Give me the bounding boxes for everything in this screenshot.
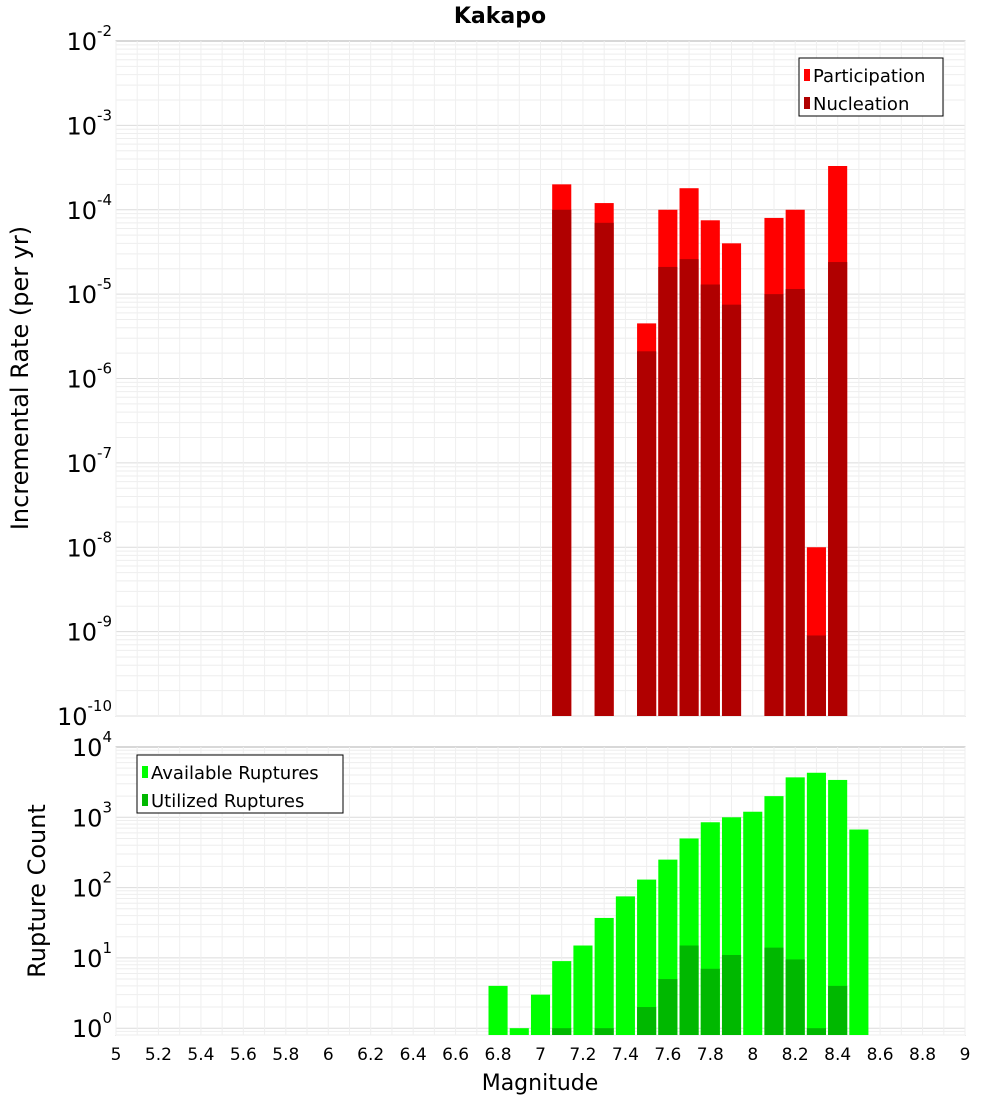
rate-y-tick-label: 10-3 <box>66 106 112 140</box>
x-tick-label: 8.4 <box>824 1045 851 1065</box>
bar-available-ruptures-8 <box>743 811 763 1035</box>
x-tick-label: 7 <box>535 1045 546 1065</box>
bar-nucleation-7.7 <box>679 259 699 716</box>
legend-swatch <box>804 69 810 81</box>
count-y-tick-label: 101 <box>72 939 112 973</box>
x-tick-label: 7.8 <box>697 1045 724 1065</box>
bar-nucleation-7.1 <box>552 209 572 716</box>
legend-entry: Utilized Ruptures <box>151 791 304 812</box>
bar-available-ruptures-7.2 <box>573 945 593 1035</box>
count-y-tick-label: 100 <box>72 1009 112 1043</box>
rate-y-tick-label: 10-10 <box>57 697 112 731</box>
count-legend: Available Ruptures Utilized Ruptures <box>136 754 344 814</box>
bar-nucleation-7.9 <box>721 304 742 716</box>
bar-available-ruptures-8.5 <box>849 829 869 1035</box>
legend-swatch <box>142 794 148 806</box>
x-axis-label: Magnitude <box>482 1071 599 1096</box>
legend-entry: Nucleation <box>813 94 909 115</box>
count-y-tick-label: 103 <box>72 798 112 832</box>
x-tick-label: 5.4 <box>187 1045 214 1065</box>
bar-available-ruptures-8.3 <box>806 772 826 1035</box>
legend-box <box>798 57 944 117</box>
bar-nucleation-7.5 <box>637 351 657 716</box>
rate-y-axis-label: Incremental Rate (per yr) <box>6 226 34 530</box>
legend-box <box>136 754 344 814</box>
count-plot-bars <box>488 772 869 1035</box>
x-tick-label: 8 <box>747 1045 758 1065</box>
rate-y-axis-ticks: 10-10 10-9 10-8 10-7 10-6 10-5 10-4 10-3 10-2 <box>57 22 112 731</box>
rate-y-tick-label: 10-4 <box>66 191 112 225</box>
x-tick-label: 6 <box>323 1045 334 1065</box>
bar-utilized-ruptures-7.7 <box>679 945 699 1035</box>
rate-plot-bars <box>552 166 848 717</box>
legend-swatch <box>804 97 810 109</box>
bar-available-ruptures-7.1 <box>552 961 572 1035</box>
count-y-axis-label: Rupture Count <box>23 804 51 978</box>
legend-entry: Participation <box>813 66 925 87</box>
rate-y-tick-label: 10-5 <box>66 275 112 309</box>
x-tick-label: 8.8 <box>909 1045 936 1065</box>
x-tick-label: 5.6 <box>230 1045 257 1065</box>
bar-utilized-ruptures-7.8 <box>700 968 720 1035</box>
bar-available-ruptures-7.5 <box>637 879 657 1035</box>
bar-nucleation-8.2 <box>785 289 805 716</box>
rate-legend: Participation Nucleation <box>798 57 944 117</box>
bar-available-ruptures-7.3 <box>594 917 614 1035</box>
bar-available-ruptures-8.4 <box>828 779 848 1035</box>
chart-title: Kakapo <box>454 4 546 29</box>
bar-available-ruptures-6.9 <box>509 1028 529 1035</box>
bar-utilized-ruptures-7.6 <box>658 979 678 1035</box>
rate-y-tick-label: 10-7 <box>66 444 112 478</box>
bar-nucleation-7.8 <box>700 284 720 716</box>
count-y-tick-label: 102 <box>72 869 112 903</box>
bar-nucleation-7.6 <box>658 266 678 716</box>
x-tick-label: 7.2 <box>569 1045 596 1065</box>
bar-available-ruptures-6.8 <box>488 985 508 1035</box>
x-tick-label: 9 <box>960 1045 971 1065</box>
x-tick-label: 7.6 <box>654 1045 681 1065</box>
legend-entry: Available Ruptures <box>151 763 319 784</box>
rate-y-tick-label: 10-9 <box>66 613 112 647</box>
x-tick-label: 5 <box>111 1045 122 1065</box>
bar-utilized-ruptures-7.9 <box>721 954 742 1035</box>
bar-nucleation-8.1 <box>764 294 784 716</box>
x-tick-label: 6.4 <box>400 1045 427 1065</box>
x-tick-label: 7.4 <box>612 1045 639 1065</box>
bar-available-ruptures-7 <box>530 994 551 1035</box>
count-y-axis-ticks: 100 101 102 103 104 <box>72 728 112 1043</box>
x-tick-label: 8.2 <box>782 1045 809 1065</box>
magnitude-x-axis-ticks: 5 5.2 5.4 5.6 5.8 6 6.2 6.4 6.6 6.8 7 7.2 7.4 7.6 7.8 8… <box>111 1045 971 1065</box>
rate-y-tick-label: 10-6 <box>66 360 112 394</box>
rate-y-tick-label: 10-8 <box>66 528 112 562</box>
bar-utilized-ruptures-7.3 <box>594 1028 614 1035</box>
bar-utilized-ruptures-8.4 <box>828 985 848 1035</box>
x-tick-label: 5.8 <box>272 1045 299 1065</box>
x-tick-label: 6.8 <box>485 1045 512 1065</box>
bar-utilized-ruptures-8.1 <box>764 947 784 1035</box>
x-tick-label: 6.2 <box>357 1045 384 1065</box>
bar-nucleation-7.3 <box>594 222 614 716</box>
count-y-tick-label: 104 <box>72 728 112 762</box>
bar-utilized-ruptures-7.1 <box>552 1028 572 1035</box>
x-tick-label: 6.6 <box>442 1045 469 1065</box>
bar-utilized-ruptures-8.3 <box>806 1028 826 1035</box>
rate-y-tick-label: 10-2 <box>66 22 112 56</box>
legend-swatch <box>142 766 148 778</box>
bar-nucleation-8.4 <box>828 262 848 716</box>
x-tick-label: 5.2 <box>145 1045 172 1065</box>
bar-utilized-ruptures-7.5 <box>637 1007 657 1035</box>
bar-available-ruptures-7.4 <box>615 896 635 1035</box>
bar-nucleation-8.3 <box>806 635 826 716</box>
x-tick-label: 8.6 <box>867 1045 894 1065</box>
bar-utilized-ruptures-8.2 <box>785 959 805 1035</box>
